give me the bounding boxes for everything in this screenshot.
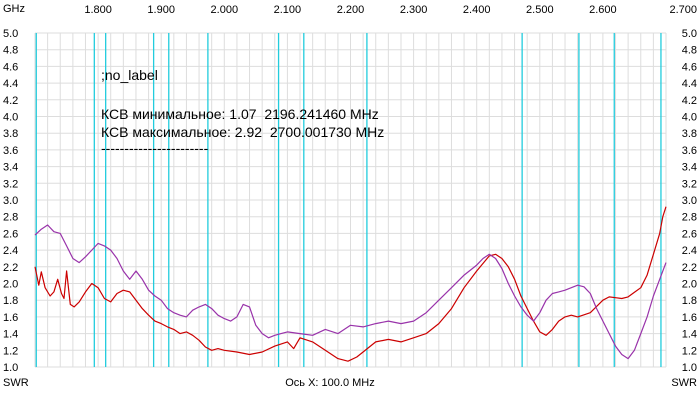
y-tick-left: 4.4 (3, 78, 18, 90)
y-tick-left: 2.0 (3, 279, 18, 291)
y-tick-left: 2.4 (3, 245, 18, 257)
y-tick-right: 3.2 (682, 178, 697, 190)
y-unit-right-label: SWR (671, 377, 697, 389)
y-tick-right: 2.2 (682, 262, 697, 274)
y-tick-right: 4.6 (682, 61, 697, 73)
x-tick: 2.400 (463, 4, 491, 16)
y-tick-left: 5.0 (3, 28, 18, 40)
y-tick-left: 2.6 (3, 228, 18, 240)
y-tick-left: 4.0 (3, 112, 18, 124)
x-tick: 2.300 (400, 4, 428, 16)
y-tick-right: 1.6 (682, 312, 697, 324)
y-tick-right: 2.6 (682, 228, 697, 240)
annotation-max-swr: КСВ максимальное: 2.92 2700.001730 MHz (101, 124, 385, 140)
y-tick-right: 2.8 (682, 212, 697, 224)
y-tick-right: 1.4 (682, 329, 697, 341)
series-line-2 (34, 224, 667, 360)
y-tick-left: 2.8 (3, 212, 18, 224)
x-tick: 1.800 (84, 4, 112, 16)
x-tick: 2.700 (669, 4, 697, 16)
y-tick-right: 4.0 (682, 112, 697, 124)
y-tick-right: 1.2 (682, 345, 697, 357)
y-tick-left: 3.2 (3, 178, 18, 190)
y-tick-right: 3.8 (682, 128, 697, 140)
y-tick-left: 1.4 (3, 329, 18, 341)
x-tick: 2.200 (337, 4, 365, 16)
y-unit-left-label: SWR (3, 377, 29, 389)
x-tick: 2.500 (526, 4, 554, 16)
y-tick-right: 2.0 (682, 279, 697, 291)
y-tick-left: 1.8 (3, 295, 18, 307)
y-tick-right: 1.8 (682, 295, 697, 307)
y-tick-left: 4.2 (3, 95, 18, 107)
y-tick-right: 5.0 (682, 28, 697, 40)
y-tick-right: 4.2 (682, 95, 697, 107)
x-tick: 2.100 (274, 4, 302, 16)
y-tick-right: 4.4 (682, 78, 697, 90)
y-tick-right: 2.4 (682, 245, 697, 257)
y-tick-left: 1.2 (3, 345, 18, 357)
x-tick: 1.900 (147, 4, 175, 16)
y-tick-right: 3.4 (682, 162, 697, 174)
y-tick-right: 3.0 (682, 195, 697, 207)
annotation-label: ;no_label (101, 67, 158, 83)
annotation-min-swr: КСВ минимальное: 1.07 2196.241460 MHz (101, 106, 379, 122)
x-tick: 2.600 (589, 4, 617, 16)
y-tick-left: 4.8 (3, 45, 18, 57)
y-tick-left: 3.6 (3, 145, 18, 157)
y-tick-left: 3.8 (3, 128, 18, 140)
y-tick-left: 2.2 (3, 262, 18, 274)
y-tick-left: 1.0 (3, 362, 18, 374)
y-tick-right: 4.8 (682, 45, 697, 57)
x-axis-label: Ось X: 100.0 MHz (285, 377, 374, 389)
y-tick-left: 1.6 (3, 312, 18, 324)
y-tick-right: 3.6 (682, 145, 697, 157)
y-tick-right: 1.0 (682, 362, 697, 374)
annotation-separator: ----------------------- (101, 140, 209, 156)
x-tick: 2.000 (211, 4, 239, 16)
series-line-1 (34, 206, 667, 362)
y-tick-left: 3.4 (3, 162, 18, 174)
y-tick-left: 4.6 (3, 61, 18, 73)
y-tick-left: 3.0 (3, 195, 18, 207)
x-unit-label: GHz (3, 3, 25, 15)
